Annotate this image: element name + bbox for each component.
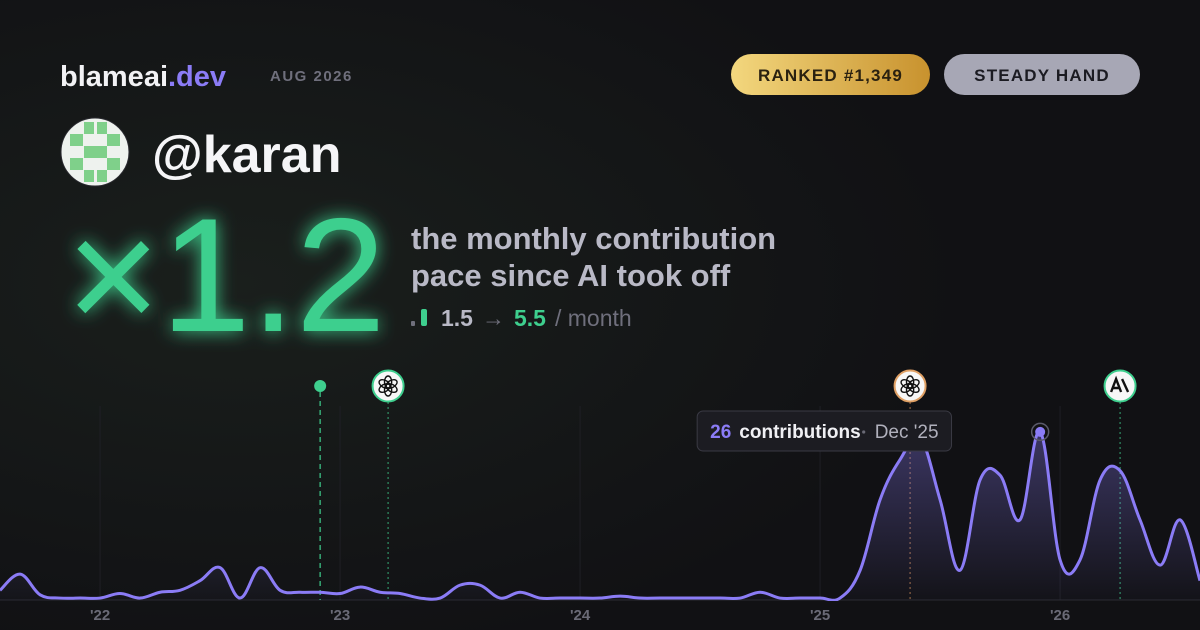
pace-arrow: →: [482, 305, 505, 331]
tooltip-bg: [696, 410, 953, 452]
tooltip-value: 26 contributions: [710, 422, 861, 443]
report-date: AUG 2026: [270, 68, 353, 85]
badge-bg: [731, 54, 930, 95]
x-tick-label: '25: [810, 607, 830, 624]
caption-line: pace since AI took off: [411, 258, 731, 293]
pace-unit: / month: [555, 305, 632, 331]
pace-before: 1.5: [441, 305, 473, 331]
pace-after: 5.5: [514, 305, 546, 331]
caption-line: the monthly contribution: [411, 221, 776, 256]
pace-icon: [411, 309, 427, 326]
multiplier: ×1.2: [66, 185, 386, 366]
icon-petal: [378, 378, 391, 390]
event-icon-bg: [893, 369, 927, 403]
event-icon-bg: [1103, 369, 1137, 403]
tooltip-label: contributions: [739, 422, 860, 443]
icon-glyph: [1109, 375, 1130, 393]
tooltip-count: 26: [710, 422, 731, 443]
event-marker: [1103, 369, 1137, 403]
event-marker: [371, 369, 405, 403]
tooltip-sep: [862, 430, 866, 434]
x-tick-label: '23: [330, 607, 350, 624]
event-marker: [893, 369, 927, 403]
brand: blameai.dev: [60, 61, 226, 93]
tooltip-date: Dec '25: [875, 422, 939, 443]
badge: STEADY HAND: [944, 54, 1140, 95]
badge: RANKED #1,349: [731, 54, 930, 95]
brand-tld: .dev: [168, 61, 226, 93]
event-icon-bg: [371, 369, 405, 403]
highlight-point: [1035, 426, 1046, 437]
tooltip: 26 contributions Dec '25: [696, 410, 953, 452]
highlight-ring: [1030, 422, 1050, 442]
x-tick-label: '26: [1050, 607, 1070, 624]
style-badge: STEADY HAND: [974, 66, 1110, 85]
plot-area: [0, 430, 1200, 601]
x-tick-label: '22: [90, 607, 110, 624]
area: [0, 431, 1200, 601]
x-tick-label: '24: [570, 607, 591, 624]
handle: @karan: [152, 126, 341, 184]
rank-badge: RANKED #1,349: [758, 66, 903, 85]
event-marker: [314, 380, 327, 392]
pace: 1.5 → 5.5 / month: [441, 305, 632, 331]
icon-petal: [900, 378, 913, 390]
line: [0, 430, 1200, 601]
brand-name: blameai: [60, 61, 168, 93]
chart: '22 '23 '24 '25 '26 26 contributions Dec '25: [0, 369, 1200, 624]
avatar: [60, 117, 130, 187]
badge-bg: [944, 54, 1140, 95]
